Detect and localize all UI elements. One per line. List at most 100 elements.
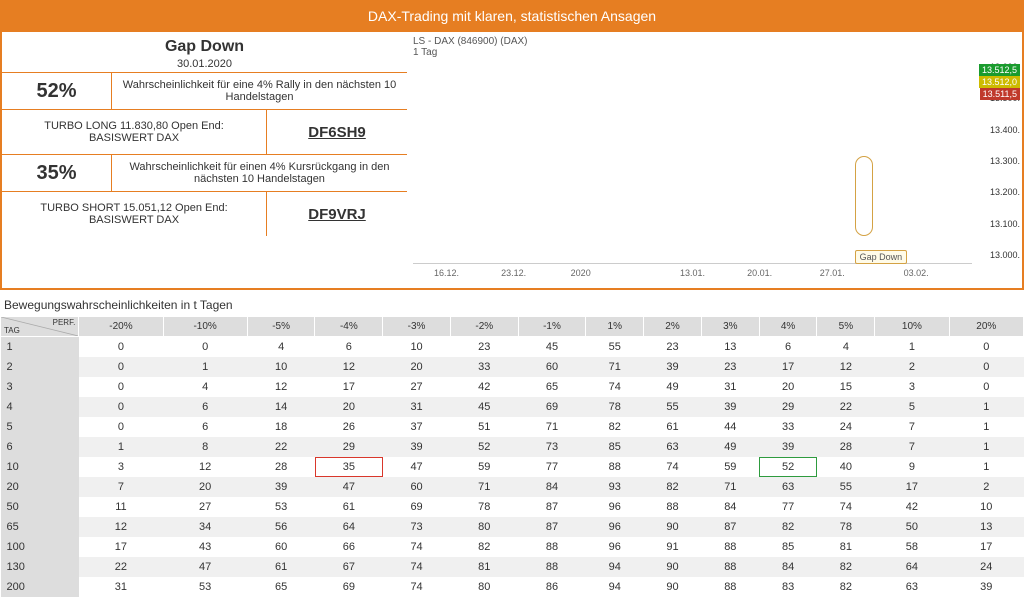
table-cell: 31: [383, 397, 451, 417]
long-instrument-row: TURBO LONG 11.830,80 Open End: BASISWERT…: [2, 110, 407, 154]
table-cell: 69: [518, 397, 586, 417]
table-cell: 0: [949, 357, 1023, 377]
table-cell: 86: [518, 577, 586, 597]
table-col-header: 3%: [701, 317, 759, 337]
y-tick: 13.400.: [976, 125, 1020, 135]
price-box: 13.512,0: [979, 76, 1020, 88]
table-cell: 22: [79, 557, 163, 577]
table-cell: 81: [817, 537, 875, 557]
table-cell: 2: [949, 477, 1023, 497]
chart-area[interactable]: Gap Down 13.600.13.500.13.400.13.300.13.…: [407, 58, 1022, 288]
table-col-header: 2%: [644, 317, 702, 337]
table-cell: 4: [247, 337, 315, 358]
table-cell: 73: [383, 517, 451, 537]
table-cell: 82: [586, 417, 644, 437]
table-cell: 13: [949, 517, 1023, 537]
table-cell: 6: [315, 337, 383, 358]
table-col-header: -2%: [450, 317, 518, 337]
x-tick: 16.12.: [434, 268, 459, 278]
table-cell: 71: [586, 357, 644, 377]
table-cell: 1: [79, 437, 163, 457]
short-instrument-name: TURBO SHORT 15.051,12 Open End: BASISWER…: [2, 192, 267, 236]
table-tag-cell: 65: [1, 517, 79, 537]
table-cell: 14: [247, 397, 315, 417]
short-instrument-code[interactable]: DF9VRJ: [267, 192, 407, 236]
chart-timeframe: 1 Tag: [413, 47, 1016, 58]
table-cell: 23: [644, 337, 702, 358]
table-cell: 1: [949, 397, 1023, 417]
table-cell: 71: [701, 477, 759, 497]
table-cell: 1: [875, 337, 949, 358]
table-cell: 84: [701, 497, 759, 517]
table-cell: 65: [518, 377, 586, 397]
table-col-header: -20%: [79, 317, 163, 337]
table-cell: 53: [163, 577, 247, 597]
table-row: 103122835475977887459524091: [1, 457, 1024, 477]
table-cell: 60: [247, 537, 315, 557]
table-cell: 49: [701, 437, 759, 457]
table-col-header: -5%: [247, 317, 315, 337]
table-cell: 26: [315, 417, 383, 437]
table-row: 3041217274265744931201530: [1, 377, 1024, 397]
table-cell: 27: [383, 377, 451, 397]
y-tick: 13.300.: [976, 156, 1020, 166]
table-cell: 0: [163, 337, 247, 358]
table-cell: 17: [315, 377, 383, 397]
table-title: Bewegungswahrscheinlichkeiten in t Tagen: [0, 290, 1024, 316]
table-cell: 49: [644, 377, 702, 397]
table-corner-header: PERF.TAG: [1, 317, 79, 337]
table-col-header: 5%: [817, 317, 875, 337]
table-row: 4061420314569785539292251: [1, 397, 1024, 417]
price-box: 13.512,5: [979, 64, 1020, 76]
table-cell: 53: [247, 497, 315, 517]
table-cell: 67: [315, 557, 383, 577]
table-header-row: PERF.TAG-20%-10%-5%-4%-3%-2%-1%1%2%3%4%5…: [1, 317, 1024, 337]
table-cell: 0: [79, 377, 163, 397]
table-cell: 87: [701, 517, 759, 537]
table-cell: 20: [163, 477, 247, 497]
table-cell: 60: [383, 477, 451, 497]
table-tag-cell: 3: [1, 377, 79, 397]
x-tick: 03.02.: [904, 268, 929, 278]
table-row: 501127536169788796888477744210: [1, 497, 1024, 517]
long-instrument-code[interactable]: DF6SH9: [267, 110, 407, 154]
table-cell: 17: [759, 357, 817, 377]
table-cell: 22: [817, 397, 875, 417]
table-tag-cell: 200: [1, 577, 79, 597]
table-row: 2003153656974808694908883826339: [1, 577, 1024, 597]
table-col-header: -10%: [163, 317, 247, 337]
table-cell: 9: [875, 457, 949, 477]
y-tick: 13.200.: [976, 187, 1020, 197]
table-cell: 34: [163, 517, 247, 537]
table-cell: 31: [701, 377, 759, 397]
table-cell: 0: [79, 337, 163, 358]
probability-table: PERF.TAG-20%-10%-5%-4%-3%-2%-1%1%2%3%4%5…: [0, 316, 1024, 597]
table-cell: 7: [875, 417, 949, 437]
long-instrument-name: TURBO LONG 11.830,80 Open End: BASISWERT…: [2, 110, 267, 154]
table-cell: 29: [759, 397, 817, 417]
table-cell: 55: [644, 397, 702, 417]
table-cell: 93: [586, 477, 644, 497]
table-cell: 12: [247, 377, 315, 397]
table-cell: 15: [817, 377, 875, 397]
table-cell: 59: [701, 457, 759, 477]
table-cell: 61: [315, 497, 383, 517]
table-tag-cell: 100: [1, 537, 79, 557]
table-cell: 40: [817, 457, 875, 477]
table-cell: 39: [701, 397, 759, 417]
table-cell: 51: [450, 417, 518, 437]
table-cell: 80: [450, 577, 518, 597]
table-cell: 1: [163, 357, 247, 377]
table-cell: 81: [450, 557, 518, 577]
x-axis: 16.12.23.12.202013.01.20.01.27.01.03.02.: [413, 268, 972, 286]
table-cell: 52: [450, 437, 518, 457]
table-cell: 2: [875, 357, 949, 377]
table-cell: 78: [450, 497, 518, 517]
table-tag-cell: 20: [1, 477, 79, 497]
table-cell: 87: [518, 497, 586, 517]
table-cell: 77: [759, 497, 817, 517]
table-cell: 5: [875, 397, 949, 417]
table-cell: 17: [949, 537, 1023, 557]
table-cell: 20: [315, 397, 383, 417]
table-cell: 82: [817, 577, 875, 597]
